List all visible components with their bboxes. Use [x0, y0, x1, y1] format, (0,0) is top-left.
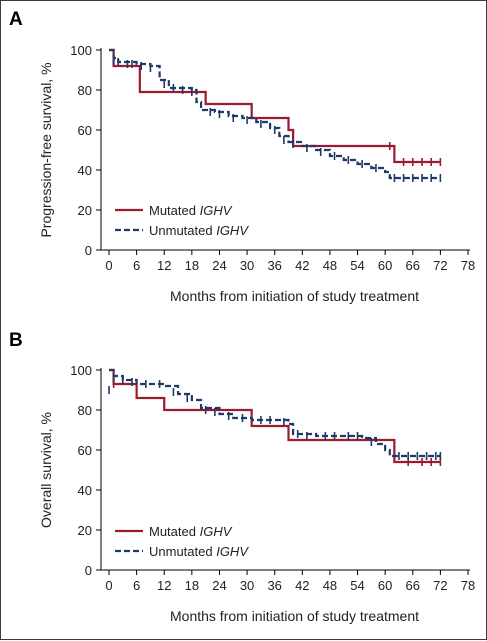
- x-tick-label: 72: [433, 578, 447, 593]
- y-tick-label: 0: [85, 563, 92, 578]
- x-tick-label: 24: [212, 258, 226, 273]
- legend-entry: Mutated IGHV: [149, 524, 233, 539]
- x-tick-label: 60: [378, 578, 392, 593]
- x-tick-label: 48: [323, 578, 337, 593]
- x-tick-label: 78: [461, 578, 475, 593]
- legend-entry-gene: IGHV: [200, 524, 233, 539]
- x-tick-label: 48: [323, 258, 337, 273]
- series-mutated: [109, 48, 442, 166]
- survival-curve: [109, 368, 441, 458]
- y-tick-label: 0: [85, 243, 92, 258]
- y-tick-label: 40: [78, 163, 92, 178]
- legend-entry: Unmutated IGHV: [149, 544, 249, 559]
- legend-entry-gene: IGHV: [216, 223, 249, 238]
- legend-entry-gene: IGHV: [216, 544, 249, 559]
- x-tick-label: 60: [378, 258, 392, 273]
- panel-letter: A: [9, 9, 23, 30]
- survival-curve: [109, 48, 441, 180]
- legend-entry-gene: IGHV: [200, 203, 233, 218]
- y-tick-label: 100: [70, 43, 92, 58]
- x-tick-label: 36: [267, 258, 281, 273]
- x-tick-label: 12: [157, 578, 171, 593]
- y-tick-label: 60: [78, 123, 92, 138]
- y-axis-title: Progression-free survival, %: [38, 62, 54, 237]
- survival-curve: [109, 48, 441, 164]
- x-axis-title: Months from initiation of study treatmen…: [170, 288, 419, 304]
- legend-entry-name: Unmutated: [149, 544, 216, 559]
- x-axis-title: Months from initiation of study treatmen…: [170, 608, 419, 624]
- y-tick-label: 80: [78, 83, 92, 98]
- x-tick-label: 42: [295, 258, 309, 273]
- x-tick-label: 54: [350, 258, 364, 273]
- x-tick-label: 66: [406, 578, 420, 593]
- x-tick-label: 6: [133, 258, 140, 273]
- y-tick-label: 100: [70, 363, 92, 378]
- x-tick-label: 18: [185, 578, 199, 593]
- x-tick-label: 72: [433, 258, 447, 273]
- x-tick-label: 0: [105, 258, 112, 273]
- y-tick-label: 20: [78, 203, 92, 218]
- x-tick-label: 30: [240, 258, 254, 273]
- chart-panel-b: B 0 20 40 60 80 100 0 6 12 18 24 30 36 42 48 54 60 66 72 78 M…: [9, 330, 475, 624]
- x-tick-label: 66: [406, 258, 420, 273]
- x-tick-label: 42: [295, 578, 309, 593]
- x-tick-label: 36: [267, 578, 281, 593]
- x-tick-label: 0: [105, 578, 112, 593]
- chart-panel-a: A 0 20 40 60 80 100 0 6 12 18 24 30 36 42 48 54 60 66 72 78 M…: [9, 9, 475, 304]
- y-tick-label: 80: [78, 403, 92, 418]
- panel-letter: B: [9, 330, 23, 351]
- series-unmutated: [109, 48, 442, 182]
- y-tick-label: 60: [78, 443, 92, 458]
- y-tick-label: 40: [78, 483, 92, 498]
- x-tick-label: 30: [240, 578, 254, 593]
- legend-entry: Mutated IGHV: [149, 203, 233, 218]
- series-unmutated: [108, 368, 442, 460]
- legend-entry: Unmutated IGHV: [149, 223, 249, 238]
- x-tick-label: 6: [133, 578, 140, 593]
- x-tick-label: 18: [185, 258, 199, 273]
- legend-entry-name: Unmutated: [149, 223, 216, 238]
- legend-entry-name: Mutated: [149, 203, 200, 218]
- y-axis-title: Overall survival, %: [38, 412, 54, 528]
- x-tick-label: 54: [350, 578, 364, 593]
- x-tick-label: 78: [461, 258, 475, 273]
- x-tick-label: 24: [212, 578, 226, 593]
- legend-entry-name: Mutated: [149, 524, 200, 539]
- y-tick-label: 20: [78, 523, 92, 538]
- x-tick-label: 12: [157, 258, 171, 273]
